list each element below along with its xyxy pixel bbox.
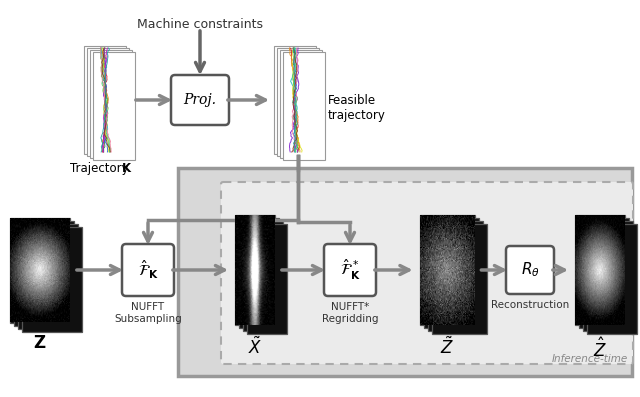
FancyBboxPatch shape <box>324 244 376 296</box>
FancyBboxPatch shape <box>583 221 633 331</box>
FancyBboxPatch shape <box>171 75 229 125</box>
Text: $\mathbf{Z}$: $\mathbf{Z}$ <box>33 335 47 353</box>
FancyBboxPatch shape <box>247 224 287 334</box>
FancyBboxPatch shape <box>419 215 474 325</box>
FancyBboxPatch shape <box>87 48 129 156</box>
Text: $\hat{\mathcal{F}}_\mathbf{K}$: $\hat{\mathcal{F}}_\mathbf{K}$ <box>138 259 158 281</box>
Text: Inference-time: Inference-time <box>552 354 628 364</box>
FancyBboxPatch shape <box>178 168 632 376</box>
Text: $\hat{Z}$: $\hat{Z}$ <box>593 337 607 360</box>
FancyBboxPatch shape <box>239 218 279 328</box>
FancyBboxPatch shape <box>277 48 319 156</box>
Text: Trajectory: Trajectory <box>70 162 136 175</box>
Text: $\tilde{X}$: $\tilde{X}$ <box>248 337 262 358</box>
FancyBboxPatch shape <box>274 46 316 154</box>
FancyBboxPatch shape <box>235 215 275 325</box>
FancyBboxPatch shape <box>506 246 554 294</box>
FancyBboxPatch shape <box>22 227 82 331</box>
FancyBboxPatch shape <box>283 52 325 160</box>
FancyBboxPatch shape <box>575 215 625 325</box>
Text: $\mathbf{K}$: $\mathbf{K}$ <box>122 162 132 175</box>
Text: Feasible
trajectory: Feasible trajectory <box>328 94 386 122</box>
Text: $R_\theta$: $R_\theta$ <box>520 261 540 279</box>
FancyBboxPatch shape <box>93 52 135 160</box>
FancyBboxPatch shape <box>84 46 126 154</box>
FancyBboxPatch shape <box>90 50 132 158</box>
FancyBboxPatch shape <box>122 244 174 296</box>
FancyBboxPatch shape <box>14 220 74 326</box>
Text: NUFFT*
Regridding: NUFFT* Regridding <box>322 302 378 324</box>
FancyBboxPatch shape <box>428 221 483 331</box>
FancyBboxPatch shape <box>587 224 637 334</box>
Text: $\tilde{Z}$: $\tilde{Z}$ <box>440 337 454 358</box>
Text: Machine constraints: Machine constraints <box>137 18 263 31</box>
Text: Reconstruction: Reconstruction <box>491 300 569 310</box>
FancyBboxPatch shape <box>243 221 283 331</box>
FancyBboxPatch shape <box>424 218 479 328</box>
FancyBboxPatch shape <box>280 50 322 158</box>
FancyBboxPatch shape <box>10 218 70 322</box>
Text: NUFFT
Subsampling: NUFFT Subsampling <box>114 302 182 324</box>
Text: $\hat{\mathcal{F}}^*_\mathbf{K}$: $\hat{\mathcal{F}}^*_\mathbf{K}$ <box>340 258 360 282</box>
Text: Proj.: Proj. <box>184 93 216 107</box>
FancyBboxPatch shape <box>579 218 629 328</box>
FancyBboxPatch shape <box>18 224 78 328</box>
FancyBboxPatch shape <box>431 224 486 334</box>
FancyBboxPatch shape <box>221 182 633 364</box>
